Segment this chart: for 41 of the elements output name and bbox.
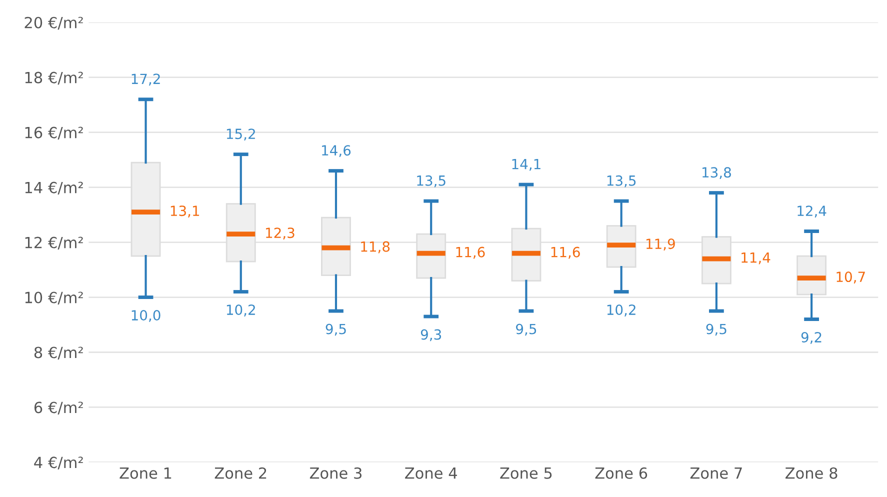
annotation: 10,7 xyxy=(836,272,865,284)
annotation: 14,1 xyxy=(512,159,540,171)
y-tick-label: 8 €/m² xyxy=(34,346,83,360)
annotation: 11,8 xyxy=(361,241,390,254)
x-tick-label: Zone 8 xyxy=(786,467,838,479)
annotation: 9,5 xyxy=(326,324,346,336)
annotation: 9,5 xyxy=(706,324,726,336)
x-tick-label: Zone 3 xyxy=(310,467,362,479)
y-tick-label: 6 €/m² xyxy=(34,402,83,414)
annotation: 9,2 xyxy=(801,332,822,344)
annotation: 13,1 xyxy=(170,206,200,218)
annotation: 10,2 xyxy=(607,304,636,316)
annotation: 11,9 xyxy=(646,238,675,250)
annotation: 12,3 xyxy=(266,228,294,240)
annotation: 11,6 xyxy=(456,246,485,259)
x-tick-label: Zone 7 xyxy=(690,468,742,479)
y-tick-label: 4 €/m² xyxy=(34,456,83,470)
y-tick-label: 12 €/m² xyxy=(25,236,83,250)
annotation: 13,5 xyxy=(607,175,636,188)
annotation: 10,0 xyxy=(132,310,160,322)
x-tick-label: Zone 2 xyxy=(214,467,266,479)
x-tick-label: Zone 1 xyxy=(120,468,172,479)
y-tick-label: 16 €/m² xyxy=(25,126,83,140)
annotation: 11,4 xyxy=(742,252,770,264)
annotation: 12,4 xyxy=(798,206,826,218)
annotation: 9,5 xyxy=(516,324,536,336)
annotation: 9,3 xyxy=(420,329,442,342)
annotation: 13,8 xyxy=(702,167,731,180)
y-tick-label: 10 €/m² xyxy=(25,292,83,304)
x-tick-label: Zone 5 xyxy=(500,468,552,479)
y-tick-label: 14 €/m² xyxy=(25,182,83,195)
annotation: 14,6 xyxy=(322,145,351,158)
x-tick-label: Zone 4 xyxy=(405,468,457,479)
annotation: 17,2 xyxy=(132,74,160,86)
annotation: 10,2 xyxy=(226,304,255,316)
x-tick-label: Zone 6 xyxy=(595,467,648,479)
y-tick-label: 18 €/m² xyxy=(25,72,83,85)
y-tick-label: 20 €/m² xyxy=(24,16,83,30)
annotation: 13,5 xyxy=(417,175,446,188)
annotation: 11,6 xyxy=(551,246,580,259)
annotation: 15,2 xyxy=(226,128,255,141)
